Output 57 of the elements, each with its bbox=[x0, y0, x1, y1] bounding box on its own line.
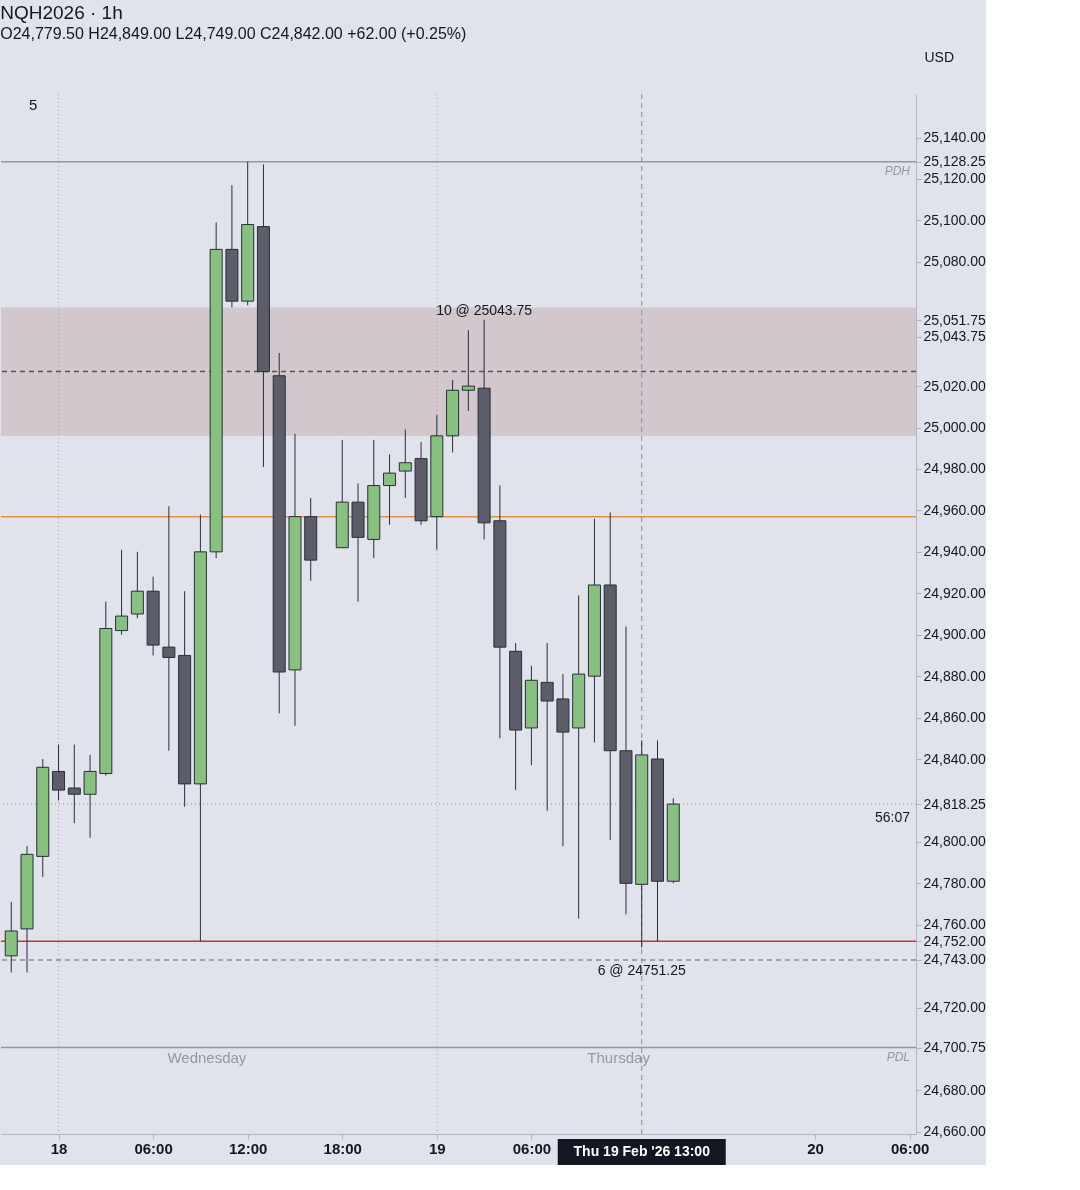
x-tick-label: 06:00 bbox=[891, 1139, 930, 1157]
x-tick-label: 06:00 bbox=[134, 1139, 173, 1157]
ref-line-label: PDH bbox=[884, 163, 911, 178]
annotation: 56:07 bbox=[874, 809, 911, 826]
y-tick-label: 24,800.00 bbox=[923, 833, 986, 850]
y-tick-label: 24,960.00 bbox=[923, 501, 986, 518]
ref-line-label: Thu 19 Feb '26 13:00 bbox=[573, 1143, 711, 1159]
y-tick-label: 24,840.00 bbox=[923, 750, 986, 767]
y-tick-label: 24,818.25 bbox=[923, 795, 986, 812]
x-tick-label: 18:00 bbox=[323, 1139, 362, 1157]
x-tick-label: 20 bbox=[807, 1139, 824, 1157]
annotation: 5 bbox=[29, 96, 38, 113]
y-tick-label: 24,860.00 bbox=[923, 709, 986, 726]
candlestick bbox=[52, 744, 66, 801]
y-axis-title: USD bbox=[924, 48, 955, 65]
candlestick bbox=[461, 329, 475, 412]
ref-line-label: PDL bbox=[886, 1049, 910, 1064]
annotation: Wednesday bbox=[167, 1049, 247, 1066]
candlestick bbox=[540, 642, 554, 812]
y-tick-label: 24,752.00 bbox=[923, 932, 986, 949]
y-tick-label: 24,743.00 bbox=[923, 951, 986, 968]
y-tick-label: 25,051.75 bbox=[923, 311, 986, 328]
y-tick-label: 25,100.00 bbox=[923, 211, 986, 228]
y-tick-label: 25,043.75 bbox=[923, 328, 986, 345]
y-tick-label: 24,980.00 bbox=[923, 460, 986, 477]
y-tick-label: 24,680.00 bbox=[923, 1081, 986, 1098]
y-tick-label: 24,780.00 bbox=[923, 874, 986, 891]
y-tick-label: 24,760.00 bbox=[923, 916, 986, 933]
y-tick-label: 24,880.00 bbox=[923, 667, 986, 684]
y-tick-label: 24,660.00 bbox=[923, 1123, 986, 1140]
annotation: 6 @ 24751.25 bbox=[597, 961, 687, 978]
candlestick bbox=[383, 453, 397, 526]
candlestick bbox=[115, 549, 129, 636]
y-tick-label: 25,128.25 bbox=[923, 153, 986, 170]
y-tick-label: 25,080.00 bbox=[923, 253, 986, 270]
y-tick-label: 25,140.00 bbox=[923, 129, 986, 146]
candlestick bbox=[398, 429, 412, 499]
y-tick-label: 25,000.00 bbox=[923, 419, 986, 436]
candlestick bbox=[83, 754, 97, 839]
y-tick-label: 25,020.00 bbox=[923, 377, 986, 394]
candlestick bbox=[67, 744, 81, 824]
x-tick-label: 12:00 bbox=[229, 1139, 268, 1157]
chart-title: NQH2026 · 1h bbox=[0, 2, 123, 23]
x-tick-label: 18 bbox=[50, 1139, 68, 1157]
annotation: 10 @ 25043.75 bbox=[436, 301, 533, 318]
y-tick-label: 24,920.00 bbox=[923, 584, 986, 601]
y-tick-label: 24,940.00 bbox=[923, 543, 986, 560]
chart-subtitle: O24,779.50 H24,849.00 L24,749.00 C24,842.00 +62.00 (+0.25%) bbox=[0, 25, 467, 42]
candlestick bbox=[162, 505, 176, 752]
y-tick-label: 25,120.00 bbox=[923, 170, 986, 187]
x-tick-label: 19 bbox=[428, 1139, 446, 1157]
y-tick-label: 24,720.00 bbox=[923, 999, 986, 1016]
y-tick-label: 24,700.75 bbox=[923, 1039, 986, 1056]
annotation: Thursday bbox=[587, 1049, 651, 1066]
x-tick-label: 06:00 bbox=[512, 1139, 552, 1157]
candlestick bbox=[130, 551, 144, 619]
y-tick-label: 24,900.00 bbox=[923, 626, 986, 643]
